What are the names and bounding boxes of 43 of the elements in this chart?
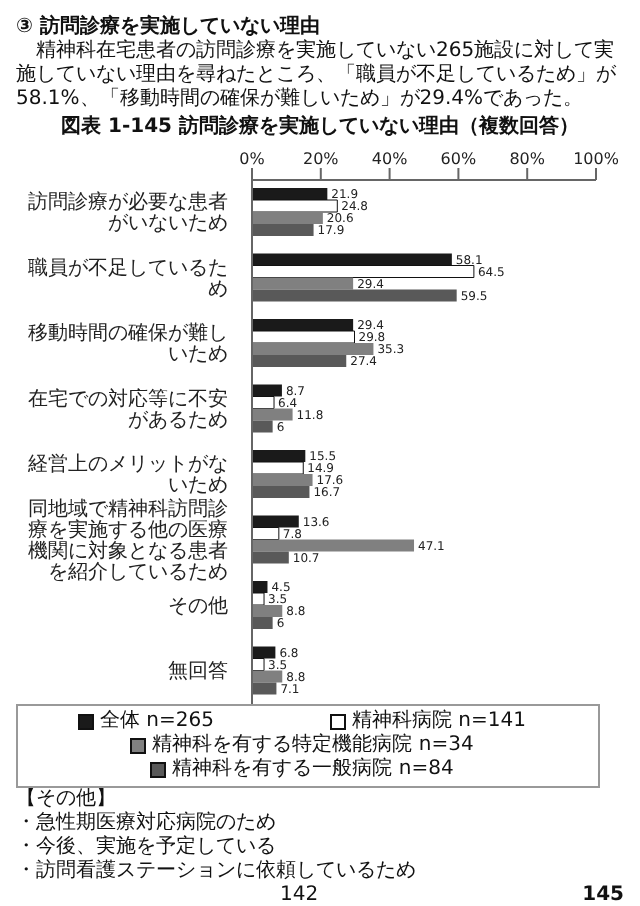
x-tick-label: 20% — [303, 150, 340, 168]
bar — [252, 224, 314, 236]
bar — [252, 289, 457, 302]
text: 【その他】 — [16, 788, 118, 811]
bar — [252, 605, 283, 617]
y-tick-label: 同地域で精神科訪問診療を実施する他の医療機関に対象となる患者を紹介しているため — [28, 496, 228, 584]
y-tick-label: 職員が不足しているため — [28, 255, 228, 301]
bar — [252, 682, 277, 695]
text: 精神科在宅患者の訪問診療を実施していない265施設に対して実施していない理由を尋ねたところ、「職員が不足しているため」が58.1%、「移動時間の確保が難しいため」が29.4%であった。 — [16, 40, 618, 112]
y-tick-label: 経営上のメリットがないため — [26, 451, 228, 497]
bar — [252, 212, 323, 224]
bar — [252, 343, 374, 355]
text: ・急性期医療対応病院のため — [16, 812, 278, 835]
legend-label: 全体 n=265 — [100, 710, 214, 733]
chart-title: 図表 1-145 訪問診療を実施していない理由（複数回答） — [59, 116, 581, 140]
y-tick-label: 移動時間の確保が難しいため — [28, 320, 228, 366]
x-tick-label: 100% — [573, 150, 620, 168]
bar — [252, 408, 293, 421]
bar — [252, 617, 273, 629]
bar — [252, 474, 313, 486]
bar — [252, 420, 273, 433]
y-tick-label: 訪問診療が必要な患者がいないため — [28, 189, 228, 235]
y-tick-label: その他 — [168, 593, 228, 618]
text: ・訪問看護ステーションに依頼しているため — [16, 860, 418, 884]
bar — [252, 551, 289, 564]
bar — [252, 670, 283, 683]
x-tick-label: 40% — [371, 150, 409, 168]
x-tick-label: 60% — [440, 150, 477, 168]
bar — [252, 277, 354, 290]
text: 145 — [582, 884, 624, 906]
bar — [252, 539, 415, 552]
x-tick-label: 0% — [239, 150, 266, 168]
legend-label: 精神科を有する一般病院 n=84 — [172, 758, 454, 782]
y-tick-label: 在宅での対応等に不安があるため — [28, 386, 228, 432]
text: ③ 訪問診療を実施していない理由 — [16, 16, 322, 39]
text: ・今後、実施を予定している — [16, 836, 278, 859]
x-tick-label: 80% — [509, 150, 546, 168]
bar — [252, 355, 347, 367]
bar — [252, 486, 310, 498]
text: 142 — [280, 884, 319, 906]
legend-label: 精神科病院 n=141 — [352, 710, 526, 733]
legend-label: 精神科を有する特定機能病院 n=34 — [152, 734, 474, 757]
y-tick-label: 無回答 — [168, 658, 228, 683]
